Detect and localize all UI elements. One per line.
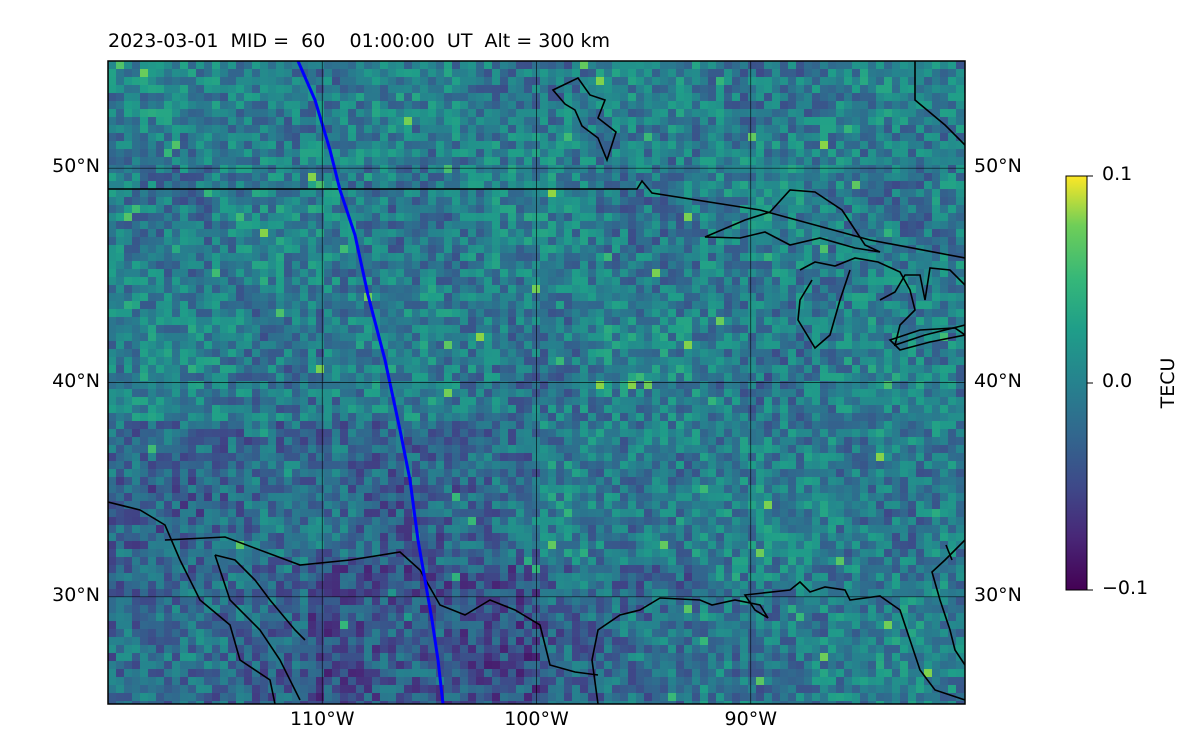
gulf-coast [591, 580, 965, 704]
lat-tick-label-right: 50°N [974, 155, 1022, 178]
florida-coast [931, 539, 965, 666]
plot-title: 2023-03-01 MID = 60 01:00:00 UT Alt = 30… [108, 30, 611, 52]
us-canada-border [108, 179, 965, 259]
coastlines [108, 61, 965, 704]
gridlines [108, 61, 965, 704]
map-frame [107, 60, 966, 705]
colorbar-title: TECU [1157, 357, 1179, 409]
baja-coast [108, 501, 276, 704]
lake-superior [704, 189, 881, 253]
colorbar-tick-label: 0.0 [1102, 370, 1133, 392]
hudson-bay-coast [551, 76, 617, 163]
colorbar-tick-label: −0.1 [1102, 577, 1149, 599]
colorbar-tick-label: 0.1 [1102, 163, 1133, 185]
lat-tick-label-right: 30°N [974, 583, 1022, 606]
lake-michigan [799, 257, 965, 347]
lon-tick-label: 110°W [289, 708, 355, 730]
colorbar-ticks [1087, 175, 1093, 591]
lon-tick-label: 100°W [504, 708, 569, 730]
tec-heatmap [108, 61, 965, 704]
satellite-track [296, 61, 445, 704]
lon-tick-label: 90°W [724, 708, 777, 730]
lat-tick-label-left: 40°N [52, 369, 100, 392]
colorbar [1065, 175, 1088, 591]
us-mexico-border [164, 536, 599, 676]
lat-tick-label-left: 50°N [52, 155, 100, 178]
lat-tick-label-right: 40°N [974, 369, 1022, 392]
lat-tick-label-left: 30°N [52, 583, 100, 606]
